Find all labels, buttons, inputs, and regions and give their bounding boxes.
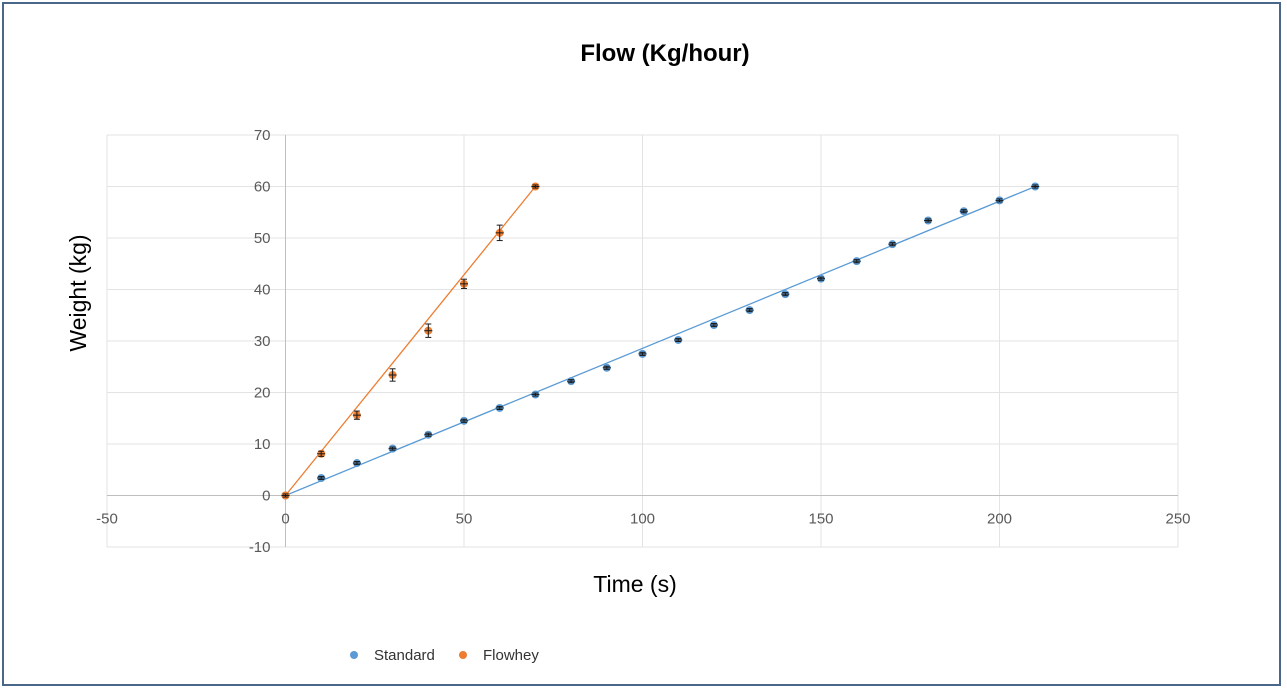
x-tick-label: 100 <box>630 511 655 528</box>
x-tick-label: -50 <box>96 511 118 528</box>
legend-label-flowhey: Flowhey <box>483 647 539 664</box>
y-axis-title: Weight (kg) <box>65 234 91 351</box>
x-tick-label: 0 <box>281 511 289 528</box>
y-tick-label: 30 <box>254 333 271 350</box>
y-tick-label: 40 <box>254 282 271 299</box>
x-tick-label: 250 <box>1165 511 1190 528</box>
legend: Standard Flowhey <box>350 647 539 664</box>
x-tick-label: 200 <box>987 511 1012 528</box>
series-flowhey <box>281 182 540 500</box>
legend-marker-standard <box>350 651 358 659</box>
x-tick-label: 150 <box>808 511 833 528</box>
x-axis-title: Time (s) <box>593 571 676 597</box>
y-tick-label: 20 <box>254 385 271 402</box>
y-tick-label: 50 <box>254 230 271 247</box>
y-tick-label: -10 <box>249 539 271 556</box>
legend-marker-flowhey <box>459 651 467 659</box>
y-tick-label: 70 <box>254 127 271 144</box>
trendline-standard <box>285 185 1036 497</box>
y-tick-label: 60 <box>254 179 271 196</box>
trendline-flowhey <box>284 186 536 496</box>
x-tick-label: 50 <box>456 511 473 528</box>
legend-label-standard: Standard <box>374 647 435 664</box>
tick-labels: -50 0 50 100 150 200 250 -10 0 10 20 30 40 50 60 70 <box>96 127 1190 556</box>
series-standard <box>281 182 1040 500</box>
y-tick-label: 0 <box>262 488 270 505</box>
chart-title: Flow (Kg/hour) <box>580 40 749 67</box>
y-tick-label: 10 <box>254 436 271 453</box>
series-layer <box>281 182 1040 500</box>
